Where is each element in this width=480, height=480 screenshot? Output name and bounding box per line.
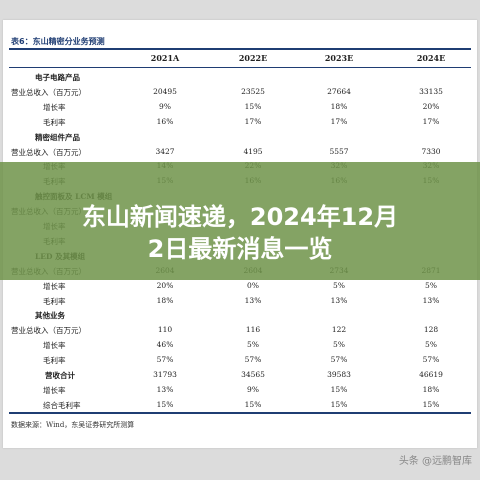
table-row: 综合毛利率 15% 15% 15% 15% bbox=[3, 400, 477, 412]
table-cell: 13% bbox=[156, 384, 174, 394]
table-cell: 4195 bbox=[243, 146, 263, 156]
table-cell: 18% bbox=[422, 384, 440, 394]
table-cell: 128 bbox=[423, 325, 439, 335]
row-label: 综合毛利率 bbox=[43, 400, 81, 410]
row-label: 毛利率 bbox=[43, 356, 66, 366]
table-row: 增长率 9% 15% 18% 20% bbox=[3, 102, 477, 114]
table-cell: 122 bbox=[331, 325, 347, 335]
table-cell: 5% bbox=[425, 280, 437, 290]
table-row: 其他业务 bbox=[3, 310, 477, 322]
table-row: 营业总收入（百万元） 3427 4195 5557 7330 bbox=[3, 147, 477, 159]
table-cell: 46619 bbox=[419, 370, 443, 379]
table-cell: 0% bbox=[247, 280, 259, 290]
table-cell: 20495 bbox=[153, 86, 177, 96]
table-cell: 5% bbox=[333, 340, 345, 350]
table-cell: 17% bbox=[422, 116, 440, 126]
table-cell: 15% bbox=[422, 399, 440, 409]
table-cell: 9% bbox=[159, 101, 171, 111]
table-cell: 17% bbox=[330, 116, 348, 126]
table-cell: 46% bbox=[156, 340, 174, 350]
data-source-note: 数据来源：Wind，东吴证券研究所测算 bbox=[11, 421, 135, 429]
table-cell: 57% bbox=[156, 355, 174, 365]
header-2023e: 2023E bbox=[324, 53, 354, 63]
table-row: 电子电路产品 bbox=[3, 72, 477, 84]
table-row: 营业总收入（百万元） 20495 23525 27664 33135 bbox=[3, 87, 477, 99]
table-cell: 18% bbox=[156, 295, 174, 305]
table-cell: 15% bbox=[244, 399, 262, 409]
table-cell: 34565 bbox=[241, 370, 265, 379]
table-cell: 57% bbox=[244, 355, 262, 365]
table-title: 表6：东山精密分业务预测 bbox=[11, 37, 105, 46]
table-row: 增长率 46% 5% 5% 5% bbox=[3, 340, 477, 352]
table-cell: 15% bbox=[156, 399, 174, 409]
row-label: 增长率 bbox=[43, 102, 66, 112]
table-cell: 57% bbox=[330, 355, 348, 365]
table-row: 增长率 13% 9% 15% 18% bbox=[3, 385, 477, 397]
header-2024e: 2024E bbox=[416, 53, 446, 63]
table-cell: 31793 bbox=[153, 370, 177, 379]
table-cell: 7330 bbox=[421, 146, 441, 156]
table-row: 毛利率 57% 57% 57% 57% bbox=[3, 355, 477, 367]
table-cell: 23525 bbox=[241, 86, 265, 96]
table-cell: 20% bbox=[156, 280, 174, 290]
table-cell: 5% bbox=[333, 280, 345, 290]
row-label: 其他业务 bbox=[35, 311, 65, 321]
table-row: 营收合计 31793 34565 39583 46619 bbox=[3, 370, 477, 382]
row-label: 营业总收入（百万元） bbox=[11, 326, 86, 336]
headline-banner bbox=[0, 162, 480, 280]
row-label: 增长率 bbox=[43, 385, 66, 395]
table-cell: 9% bbox=[247, 384, 259, 394]
headline-line-2: 2日最新消息一览 bbox=[147, 235, 333, 263]
table-cell: 39583 bbox=[327, 370, 351, 379]
table-cell: 13% bbox=[330, 295, 348, 305]
table-top-rule bbox=[9, 48, 471, 50]
table-cell: 57% bbox=[422, 355, 440, 365]
row-label: 增长率 bbox=[43, 341, 66, 351]
table-row: 毛利率 18% 13% 13% 13% bbox=[3, 296, 477, 308]
table-cell: 17% bbox=[244, 116, 262, 126]
table-cell: 13% bbox=[244, 295, 262, 305]
watermark-text: 头条 @远鹏智库 bbox=[398, 456, 472, 467]
table-cell: 15% bbox=[244, 101, 262, 111]
table-cell: 13% bbox=[422, 295, 440, 305]
row-label: 营业总收入（百万元） bbox=[11, 87, 86, 97]
headline-line-1: 东山新闻速递，2024年12月 bbox=[81, 203, 399, 231]
table-cell: 3427 bbox=[155, 146, 175, 156]
row-label: 营收合计 bbox=[45, 371, 75, 380]
table-cell: 110 bbox=[157, 325, 173, 335]
table-row: 毛利率 16% 17% 17% 17% bbox=[3, 117, 477, 129]
table-bottom-rule bbox=[9, 412, 471, 414]
row-label: 精密组件产品 bbox=[35, 132, 80, 142]
table-header-rule bbox=[9, 67, 471, 68]
table-cell: 5% bbox=[425, 340, 437, 350]
table-cell: 33135 bbox=[419, 86, 443, 96]
table-cell: 20% bbox=[422, 101, 440, 111]
header-2022e: 2022E bbox=[238, 53, 268, 63]
table-cell: 15% bbox=[330, 399, 348, 409]
table-row: 营业总收入（百万元） 110 116 122 128 bbox=[3, 325, 477, 337]
row-label: 增长率 bbox=[43, 281, 66, 291]
table-cell: 27664 bbox=[327, 86, 351, 96]
header-2021a: 2021A bbox=[150, 53, 180, 63]
table-cell: 15% bbox=[330, 384, 348, 394]
table-row: 增长率 20% 0% 5% 5% bbox=[3, 281, 477, 293]
table-cell: 5% bbox=[247, 340, 259, 350]
row-label: 毛利率 bbox=[43, 117, 66, 127]
row-label: 营业总收入（百万元） bbox=[11, 147, 86, 157]
table-cell: 18% bbox=[330, 101, 348, 111]
row-label: 毛利率 bbox=[43, 296, 66, 306]
table-row: 精密组件产品 bbox=[3, 132, 477, 144]
row-label: 电子电路产品 bbox=[35, 73, 80, 82]
table-cell: 5557 bbox=[329, 146, 349, 156]
table-cell: 16% bbox=[156, 116, 174, 126]
table-cell: 116 bbox=[245, 325, 261, 335]
